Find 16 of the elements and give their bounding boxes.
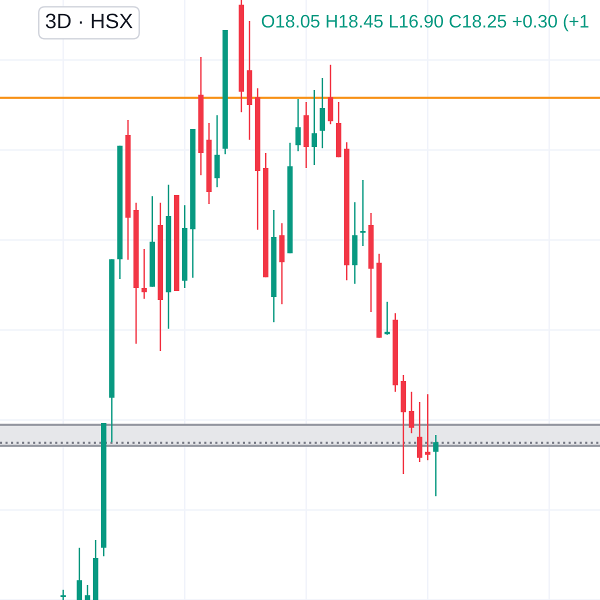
- candlestick: [425, 394, 430, 461]
- candlestick: [320, 77, 326, 149]
- candlestick: [76, 547, 82, 600]
- candlestick: [433, 434, 438, 497]
- candlestick: [312, 89, 317, 166]
- candlestick: [295, 98, 301, 152]
- candlestick: [60, 589, 66, 600]
- candlestick: [416, 401, 422, 463]
- candlestick: [214, 114, 220, 188]
- candlestick: [408, 391, 414, 434]
- candlestick: [84, 584, 90, 600]
- annotation: O18.05 H18.45 L16.90 C18.25 +0.30 (+1: [262, 14, 588, 32]
- candlestick: [360, 179, 366, 247]
- annotation: 3D · HSX: [46, 14, 133, 28]
- candlestick: [142, 248, 147, 300]
- candlestick: [328, 64, 334, 125]
